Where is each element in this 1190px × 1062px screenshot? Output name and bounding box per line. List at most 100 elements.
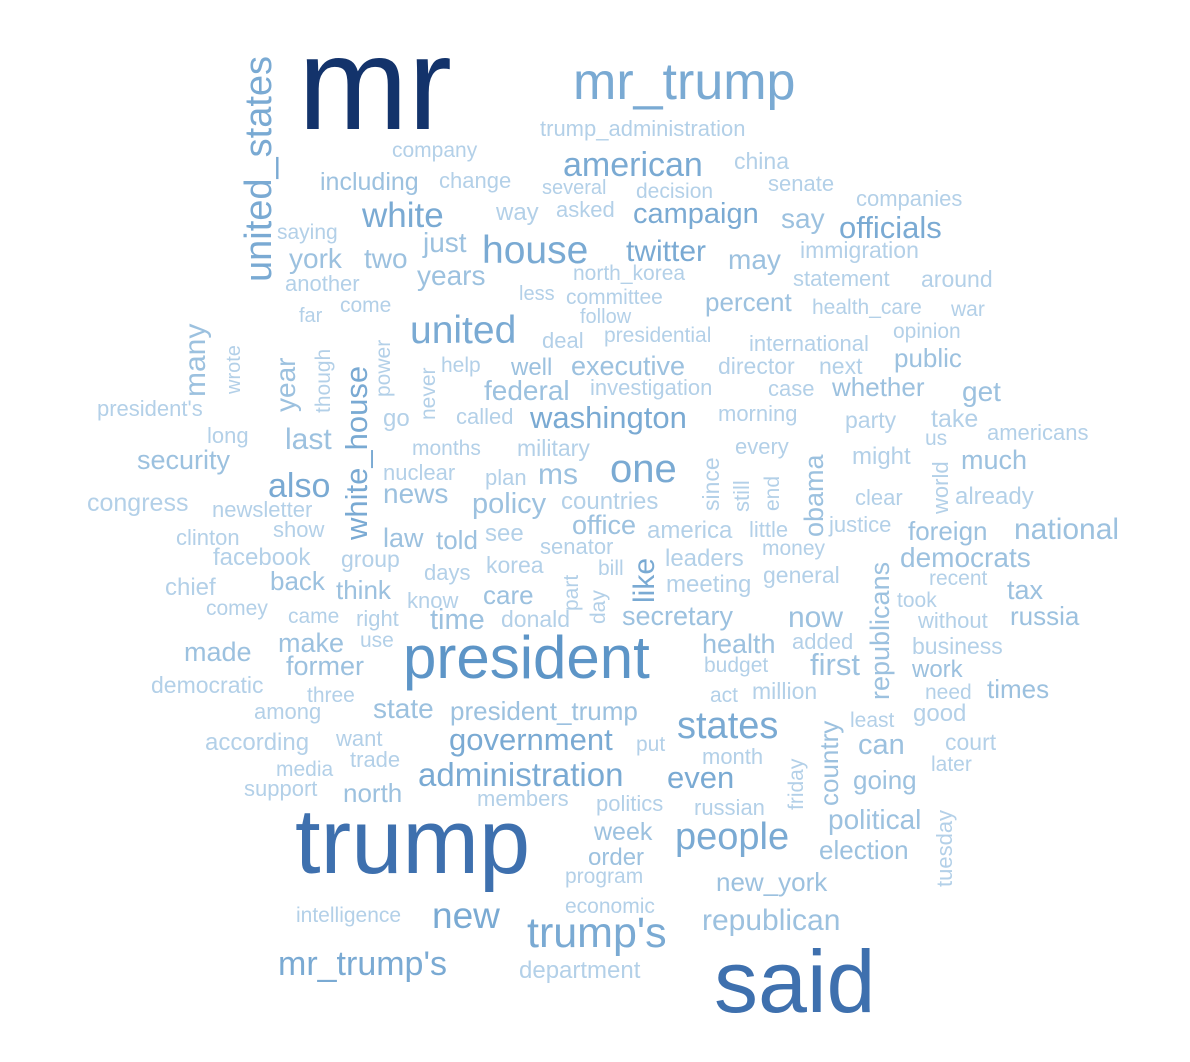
word: another — [285, 271, 360, 296]
word: nuclear — [383, 460, 456, 485]
word: presidential — [604, 324, 712, 347]
word: newsletter — [212, 497, 313, 522]
word: know — [407, 588, 459, 613]
word: white — [362, 196, 444, 235]
word: united_states — [238, 55, 280, 282]
word: us — [925, 427, 948, 450]
word: obama — [799, 454, 829, 537]
word: money — [762, 537, 826, 560]
word: health_care — [812, 296, 922, 319]
word: good — [913, 700, 967, 727]
word: work — [912, 656, 963, 683]
word: executive — [571, 351, 686, 381]
word: bill — [598, 557, 624, 580]
word: since — [698, 457, 724, 511]
word: months — [412, 437, 481, 460]
word: war — [951, 298, 985, 321]
word: might — [852, 443, 911, 470]
word: little — [749, 517, 789, 542]
word: support — [244, 776, 318, 801]
word: power — [372, 339, 395, 397]
word: president — [403, 624, 650, 691]
word: politics — [596, 791, 664, 816]
word: recent — [929, 567, 988, 590]
word: members — [477, 786, 569, 811]
word: mr_trump — [573, 53, 796, 111]
word: like — [628, 557, 661, 603]
word: state — [373, 693, 434, 724]
word: day — [587, 590, 610, 624]
word: court — [945, 729, 997, 755]
word: donald — [501, 606, 571, 632]
word: election — [819, 835, 909, 865]
word: well — [511, 354, 553, 381]
word: far — [299, 305, 323, 327]
word: saying — [277, 221, 338, 244]
word: end — [761, 475, 784, 511]
word: way — [496, 199, 539, 226]
word: budget — [704, 654, 769, 677]
word: russia — [1010, 601, 1080, 631]
word: statement — [793, 266, 890, 291]
word: time — [430, 604, 485, 636]
word: now — [788, 601, 844, 634]
word: deal — [542, 328, 584, 353]
word: percent — [705, 287, 792, 317]
word: comey — [206, 597, 268, 620]
word: meeting — [666, 571, 752, 598]
word: last — [285, 423, 332, 456]
word: company — [392, 139, 478, 162]
word: many — [179, 323, 212, 397]
word: media — [276, 758, 334, 781]
word: made — [184, 637, 252, 667]
word: american — [563, 146, 703, 184]
word: washington — [530, 400, 687, 435]
word: told — [436, 525, 478, 555]
word: clinton — [176, 525, 240, 550]
word: department — [519, 957, 641, 984]
word: people — [675, 816, 790, 858]
word: years — [417, 260, 486, 291]
word: also — [268, 467, 331, 505]
word: program — [565, 865, 644, 888]
word: republican — [702, 904, 841, 937]
word: foreign — [908, 516, 988, 546]
word: week — [594, 818, 653, 846]
word: less — [519, 283, 555, 305]
word: care — [483, 580, 534, 610]
word: north_korea — [573, 262, 686, 285]
word: united — [410, 309, 517, 352]
word: government — [449, 722, 613, 757]
word: mr_trump's — [278, 945, 447, 983]
word: ms — [538, 458, 578, 491]
word: national — [1014, 513, 1120, 546]
word: opinion — [893, 320, 961, 343]
word: director — [718, 353, 795, 379]
word: security — [137, 445, 231, 475]
word: come — [340, 294, 392, 317]
word: york — [289, 243, 342, 274]
word: among — [254, 699, 322, 724]
word: make — [278, 628, 345, 658]
word: friday — [785, 758, 808, 810]
word: white_house — [339, 365, 374, 540]
word: part — [560, 574, 583, 611]
word: times — [987, 674, 1050, 704]
word: three — [307, 684, 355, 707]
word: next — [819, 353, 863, 379]
word: committee — [566, 286, 663, 309]
word: america — [647, 517, 733, 544]
word: least — [850, 709, 895, 732]
word: use — [360, 629, 394, 652]
word: korea — [486, 552, 544, 578]
word: investigation — [590, 375, 713, 400]
word: office — [572, 510, 637, 540]
word: according — [205, 729, 310, 756]
word: asked — [556, 197, 615, 222]
word: federal — [484, 375, 570, 406]
word: senate — [768, 171, 835, 196]
word: say — [781, 203, 825, 234]
word: never — [417, 367, 440, 420]
word: act — [710, 684, 739, 707]
